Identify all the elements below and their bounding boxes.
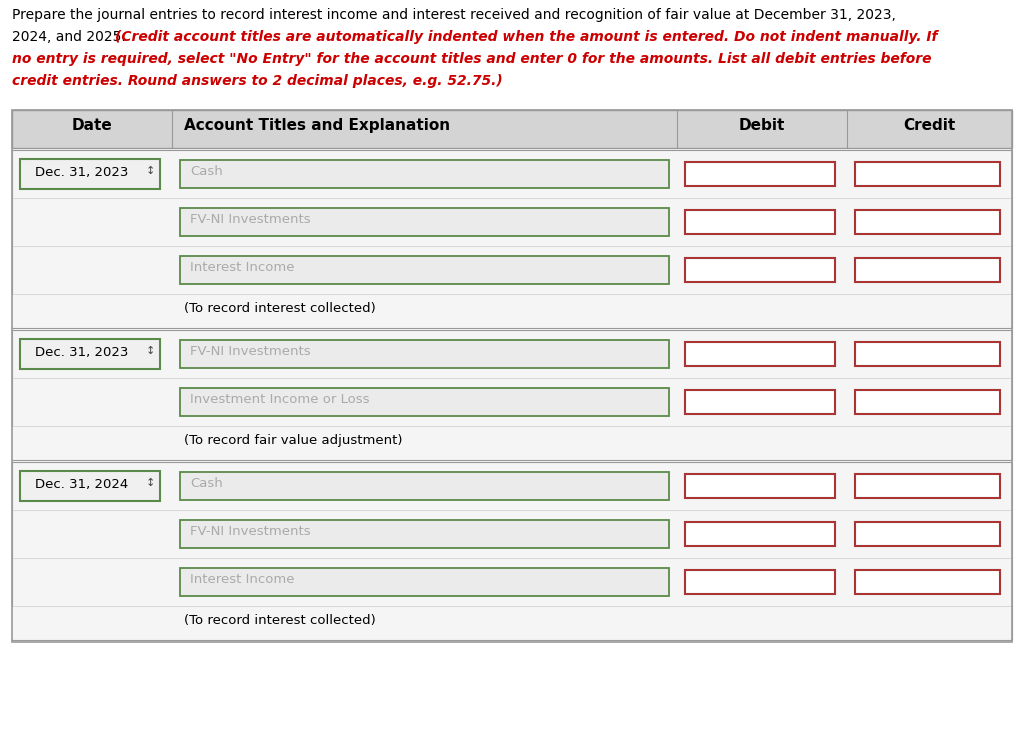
Bar bbox=[685, 474, 835, 498]
Bar bbox=[685, 342, 835, 366]
Bar bbox=[180, 160, 669, 188]
Bar bbox=[20, 159, 160, 189]
Bar bbox=[12, 110, 1012, 148]
Bar bbox=[685, 390, 835, 414]
Text: Cash: Cash bbox=[190, 165, 223, 178]
Text: Interest Income: Interest Income bbox=[190, 573, 295, 586]
Bar bbox=[20, 471, 160, 501]
Text: Date: Date bbox=[72, 118, 113, 133]
Bar bbox=[685, 210, 835, 234]
Text: FV-NI Investments: FV-NI Investments bbox=[190, 345, 310, 358]
Text: 2024, and 2025.: 2024, and 2025. bbox=[12, 30, 130, 44]
Bar bbox=[855, 210, 1000, 234]
Bar bbox=[180, 388, 669, 416]
Bar bbox=[180, 208, 669, 236]
Text: no entry is required, select "No Entry" for the account titles and enter 0 for t: no entry is required, select "No Entry" … bbox=[12, 52, 932, 66]
Text: Debit: Debit bbox=[738, 118, 785, 133]
Text: Prepare the journal entries to record interest income and interest received and : Prepare the journal entries to record in… bbox=[12, 8, 896, 22]
Bar bbox=[685, 258, 835, 282]
Text: Dec. 31, 2023: Dec. 31, 2023 bbox=[35, 346, 129, 359]
Text: ↕: ↕ bbox=[145, 478, 155, 488]
Bar bbox=[855, 390, 1000, 414]
Text: (Credit account titles are automatically indented when the amount is entered. Do: (Credit account titles are automatically… bbox=[115, 30, 938, 44]
Bar bbox=[180, 472, 669, 500]
Text: Credit: Credit bbox=[903, 118, 955, 133]
Text: Interest Income: Interest Income bbox=[190, 261, 295, 274]
Bar bbox=[685, 522, 835, 546]
Bar bbox=[12, 294, 1012, 328]
Bar bbox=[12, 150, 1012, 328]
Bar bbox=[12, 606, 1012, 640]
Bar bbox=[180, 340, 669, 368]
Text: ↕: ↕ bbox=[145, 346, 155, 356]
Bar bbox=[855, 342, 1000, 366]
Bar bbox=[855, 258, 1000, 282]
Text: FV-NI Investments: FV-NI Investments bbox=[190, 525, 310, 538]
Bar bbox=[12, 462, 1012, 640]
Bar bbox=[855, 570, 1000, 594]
Text: FV-NI Investments: FV-NI Investments bbox=[190, 213, 310, 226]
Bar bbox=[180, 568, 669, 596]
Text: (To record interest collected): (To record interest collected) bbox=[184, 302, 376, 315]
Text: Investment Income or Loss: Investment Income or Loss bbox=[190, 393, 370, 406]
Bar bbox=[855, 162, 1000, 186]
Bar bbox=[12, 110, 1012, 642]
Bar bbox=[855, 522, 1000, 546]
Bar bbox=[12, 330, 1012, 460]
Bar bbox=[685, 570, 835, 594]
Bar bbox=[685, 162, 835, 186]
Bar bbox=[20, 339, 160, 369]
Text: (To record fair value adjustment): (To record fair value adjustment) bbox=[184, 434, 402, 447]
Text: Cash: Cash bbox=[190, 477, 223, 490]
Text: Dec. 31, 2024: Dec. 31, 2024 bbox=[36, 478, 129, 491]
Text: credit entries. Round answers to 2 decimal places, e.g. 52.75.): credit entries. Round answers to 2 decim… bbox=[12, 74, 503, 88]
Bar bbox=[180, 520, 669, 548]
Bar bbox=[180, 256, 669, 284]
Text: Account Titles and Explanation: Account Titles and Explanation bbox=[184, 118, 451, 133]
Text: (To record interest collected): (To record interest collected) bbox=[184, 614, 376, 627]
Bar bbox=[855, 474, 1000, 498]
Text: Dec. 31, 2023: Dec. 31, 2023 bbox=[35, 166, 129, 179]
Bar bbox=[12, 426, 1012, 460]
Text: ↕: ↕ bbox=[145, 166, 155, 176]
